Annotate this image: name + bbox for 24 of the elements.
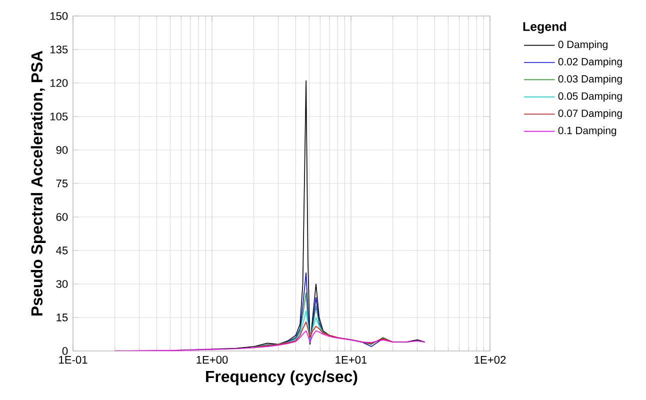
x-axis-title: Frequency (cyc/sec): [206, 370, 358, 386]
y-tick-label: 150: [50, 12, 68, 20]
legend-label: 0.07 Damping: [558, 109, 622, 120]
y-tick-label: 135: [50, 46, 68, 54]
y-tick-label: 0: [62, 347, 68, 355]
legend-label: 0.03 Damping: [558, 74, 622, 85]
y-tick-label: 15: [56, 314, 68, 322]
y-tick-label: 30: [56, 280, 68, 288]
x-tick-label: 1E+01: [336, 356, 367, 364]
legend-label: 0.02 Damping: [558, 58, 622, 68]
y-tick-label: 105: [50, 112, 68, 120]
legend-label: 0 Damping: [558, 40, 608, 50]
y-tick-label: 120: [50, 79, 68, 87]
x-tick-label: 1E+02: [474, 356, 506, 364]
y-tick-label: 75: [56, 180, 68, 188]
legend-label: 0.1 Damping: [558, 126, 616, 136]
y-tick-label: 60: [56, 213, 68, 221]
y-tick-label: 45: [56, 246, 68, 254]
y-axis-title: Pseudo Spectral Acceleration, PSA: [30, 50, 46, 316]
legend-label: 0.05 Damping: [558, 92, 622, 102]
legend-title: Legend: [523, 22, 566, 34]
x-tick-label: 1E+00: [196, 356, 228, 364]
y-tick-label: 90: [56, 146, 68, 154]
x-tick-label: 1E-01: [59, 356, 88, 364]
